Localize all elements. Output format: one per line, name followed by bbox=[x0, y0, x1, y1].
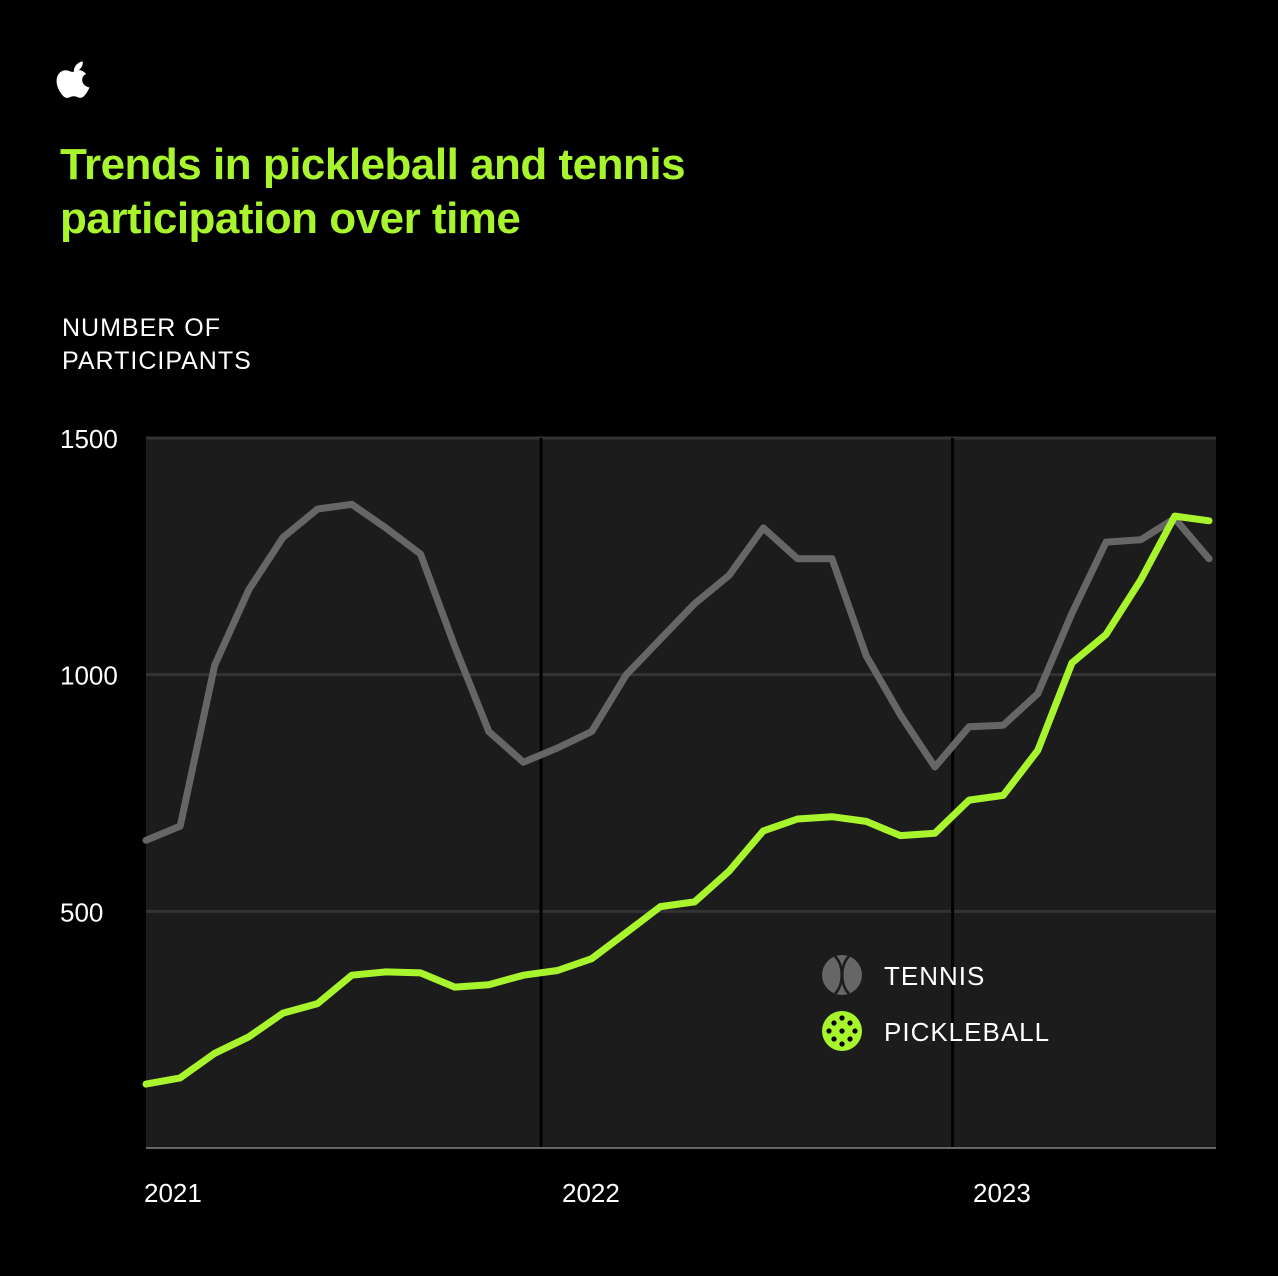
tennis-ball-icon bbox=[822, 955, 862, 995]
series-line-pickleball bbox=[142, 512, 1213, 1088]
y-tick-label-500: 500 bbox=[60, 897, 103, 927]
pickleball-hole bbox=[826, 1028, 832, 1034]
y-axis-label: NUMBER OF PARTICIPANTS bbox=[62, 314, 252, 375]
y-tick-label-1500: 1500 bbox=[60, 424, 118, 454]
pickleball-hole bbox=[839, 1028, 845, 1034]
pickleball-hole bbox=[831, 1036, 837, 1042]
x-tick-label-2022: 2022 bbox=[562, 1178, 620, 1208]
legend-item-tennis: TENNIS bbox=[822, 955, 985, 995]
pickleball-icon bbox=[822, 1011, 862, 1051]
pickleball-hole bbox=[839, 1015, 845, 1021]
pickleball-hole bbox=[847, 1020, 853, 1026]
x-tick-label-2023: 2023 bbox=[973, 1178, 1031, 1208]
legend-label-tennis: TENNIS bbox=[884, 961, 985, 991]
plot-area bbox=[146, 438, 1216, 1148]
series-lines bbox=[142, 500, 1213, 1088]
y-tick-labels: 500 1000 1500 bbox=[60, 424, 118, 927]
apple-logo-icon bbox=[56, 61, 90, 98]
x-tick-labels: 2021 2022 2023 bbox=[144, 1178, 1031, 1208]
pickleball-hole bbox=[847, 1036, 853, 1042]
x-tick-label-2021: 2021 bbox=[144, 1178, 202, 1208]
gridlines bbox=[146, 436, 1216, 913]
pickleball-hole bbox=[839, 1041, 845, 1047]
legend: TENNIS PICKLEBALL bbox=[822, 955, 1050, 1051]
legend-label-pickleball: PICKLEBALL bbox=[884, 1017, 1050, 1047]
chart-title: Trends in pickleball and tennis particip… bbox=[60, 140, 686, 243]
series-line-tennis bbox=[142, 500, 1213, 844]
year-dividers bbox=[539, 438, 955, 1148]
y-tick-label-1000: 1000 bbox=[60, 661, 118, 691]
pickleball-hole bbox=[831, 1020, 837, 1026]
pickleball-hole bbox=[852, 1028, 858, 1034]
legend-item-pickleball: PICKLEBALL bbox=[822, 1011, 1050, 1051]
